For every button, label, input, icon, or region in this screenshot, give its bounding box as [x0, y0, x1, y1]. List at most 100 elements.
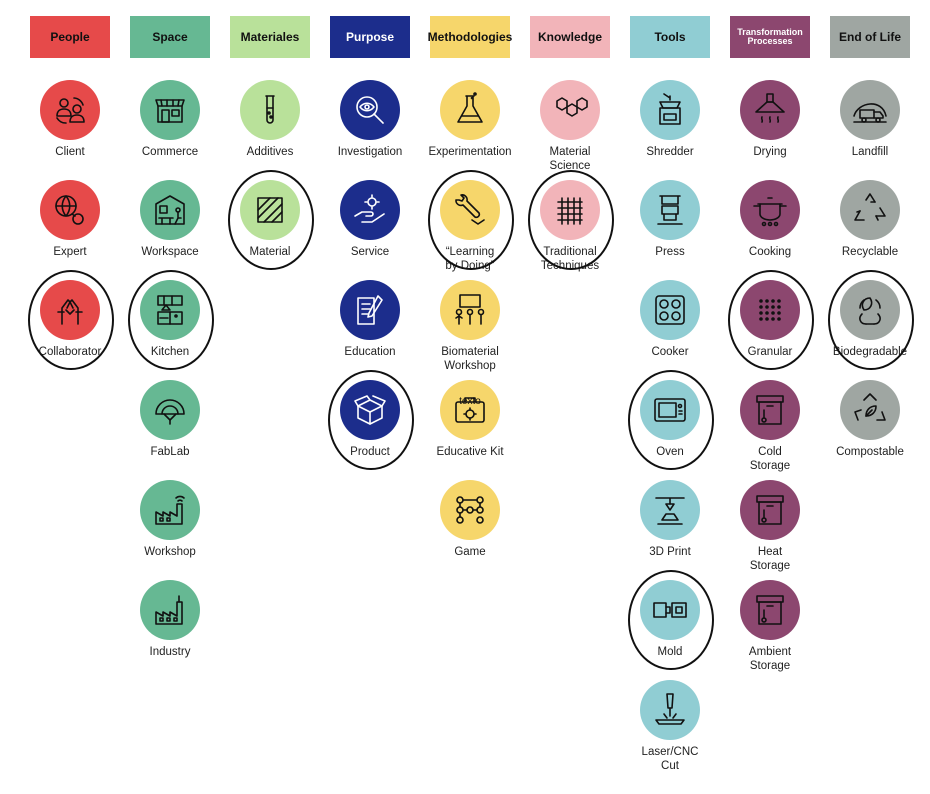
item-label: Granular — [715, 346, 825, 360]
category-item-ambient-storage: Ambient Storage — [715, 580, 825, 674]
category-item-fablab: FabLab — [115, 380, 225, 460]
category-item-mold: Mold — [615, 580, 725, 660]
header-materiales: Materiales — [230, 16, 310, 58]
svg-text:texto: texto — [459, 396, 481, 407]
category-item-workshop: Workshop — [115, 480, 225, 560]
weave-grid-icon — [540, 180, 600, 240]
header-end-of-life: End of Life — [830, 16, 910, 58]
toolbox-icon: texto — [440, 380, 500, 440]
category-item-compostable: Compostable — [815, 380, 925, 460]
item-label: Compostable — [815, 446, 925, 460]
category-item-education: Education — [315, 280, 425, 360]
hexagons-icon — [540, 80, 600, 140]
flask-icon — [440, 80, 500, 140]
grinder-icon — [640, 80, 700, 140]
hand-gear-icon — [340, 180, 400, 240]
category-item-game: Game — [415, 480, 525, 560]
category-item-cooker: Cooker — [615, 280, 725, 360]
category-item-granular: Granular — [715, 280, 825, 360]
magnifier-eye-icon — [340, 80, 400, 140]
category-item-drying: Drying — [715, 80, 825, 160]
category-item-shredder: Shredder — [615, 80, 725, 160]
open-box-icon — [340, 380, 400, 440]
people-board-icon — [440, 280, 500, 340]
item-label: Expert — [15, 246, 125, 260]
item-label: Oven — [615, 446, 725, 460]
category-item-service: Service — [315, 180, 425, 260]
category-item-biomaterial-workshop: Biomaterial Workshop — [415, 280, 525, 374]
category-item-3d-print: 3D Print — [615, 480, 725, 560]
item-label: Press — [615, 246, 725, 260]
hands-together-icon — [40, 280, 100, 340]
header-methodologies: Methodologies — [430, 16, 510, 58]
cooktop-icon — [640, 280, 700, 340]
item-label: Educative Kit — [415, 446, 525, 460]
item-label: Cooker — [615, 346, 725, 360]
item-label: Collaborator — [15, 346, 125, 360]
category-item-additives: Additives — [215, 80, 325, 160]
header-transformation: Transformation Processes — [730, 16, 810, 58]
category-item-material-science: Material Science — [515, 80, 625, 174]
item-label: FabLab — [115, 446, 225, 460]
category-item-industry: Industry — [115, 580, 225, 660]
box-thermometer-icon — [740, 380, 800, 440]
category-item-workspace: Workspace — [115, 180, 225, 260]
item-label: Product — [315, 446, 425, 460]
printer-3d-icon — [640, 480, 700, 540]
item-label: Service — [315, 246, 425, 260]
dome-icon — [140, 380, 200, 440]
desk-workspace-icon — [140, 180, 200, 240]
item-label: Laser/CNC Cut — [615, 746, 725, 774]
category-item-heat-storage: Heat Storage — [715, 480, 825, 574]
header-space: Space — [130, 16, 210, 58]
item-label: Cooking — [715, 246, 825, 260]
item-label: Landfill — [815, 146, 925, 160]
item-label: Kitchen — [115, 346, 225, 360]
category-item-experimentation: Experimentation — [415, 80, 525, 160]
item-label: Material — [215, 246, 325, 260]
category-item-cold-storage: Cold Storage — [715, 380, 825, 474]
category-item-learning-by-doing: “Learning by Doing” — [415, 180, 525, 274]
box-thermometer-icon — [740, 480, 800, 540]
item-label: Biomaterial Workshop — [415, 346, 525, 374]
item-label: Ambient Storage — [715, 646, 825, 674]
category-item-cooking: Cooking — [715, 180, 825, 260]
storefront-icon — [140, 80, 200, 140]
item-label: Biodegradable — [815, 346, 925, 360]
category-item-laser-cnc-cut: Laser/CNC Cut — [615, 680, 725, 774]
category-item-expert: Expert — [15, 180, 125, 260]
category-item-recyclable: Recyclable — [815, 180, 925, 260]
leaf-cycle-icon — [840, 280, 900, 340]
item-label: 3D Print — [615, 546, 725, 560]
item-label: Cold Storage — [715, 446, 825, 474]
material-square-icon — [240, 180, 300, 240]
category-item-biodegradable: Biodegradable — [815, 280, 925, 360]
users-cycle-icon — [40, 80, 100, 140]
item-label: Material Science — [515, 146, 625, 174]
category-item-material: Material — [215, 180, 325, 260]
header-purpose: Purpose — [330, 16, 410, 58]
header-tools: Tools — [630, 16, 710, 58]
recycle-icon — [840, 180, 900, 240]
header-people: People — [30, 16, 110, 58]
item-label: Education — [315, 346, 425, 360]
globe-network-icon — [40, 180, 100, 240]
item-label: Workspace — [115, 246, 225, 260]
item-label: Client — [15, 146, 125, 160]
item-label: Drying — [715, 146, 825, 160]
item-label: Workshop — [115, 546, 225, 560]
item-label: Additives — [215, 146, 325, 160]
mold-icon — [640, 580, 700, 640]
landfill-truck-icon — [840, 80, 900, 140]
dots-grid-icon — [740, 280, 800, 340]
test-tube-icon — [240, 80, 300, 140]
header-knowledge: Knowledge — [530, 16, 610, 58]
item-label: Shredder — [615, 146, 725, 160]
category-item-educative-kit: texto Educative Kit — [415, 380, 525, 460]
book-pencil-icon — [340, 280, 400, 340]
item-label: Game — [415, 546, 525, 560]
factory-icon — [140, 580, 200, 640]
kitchen-icon — [140, 280, 200, 340]
category-item-oven: Oven — [615, 380, 725, 460]
category-item-collaborator: Collaborator — [15, 280, 125, 360]
